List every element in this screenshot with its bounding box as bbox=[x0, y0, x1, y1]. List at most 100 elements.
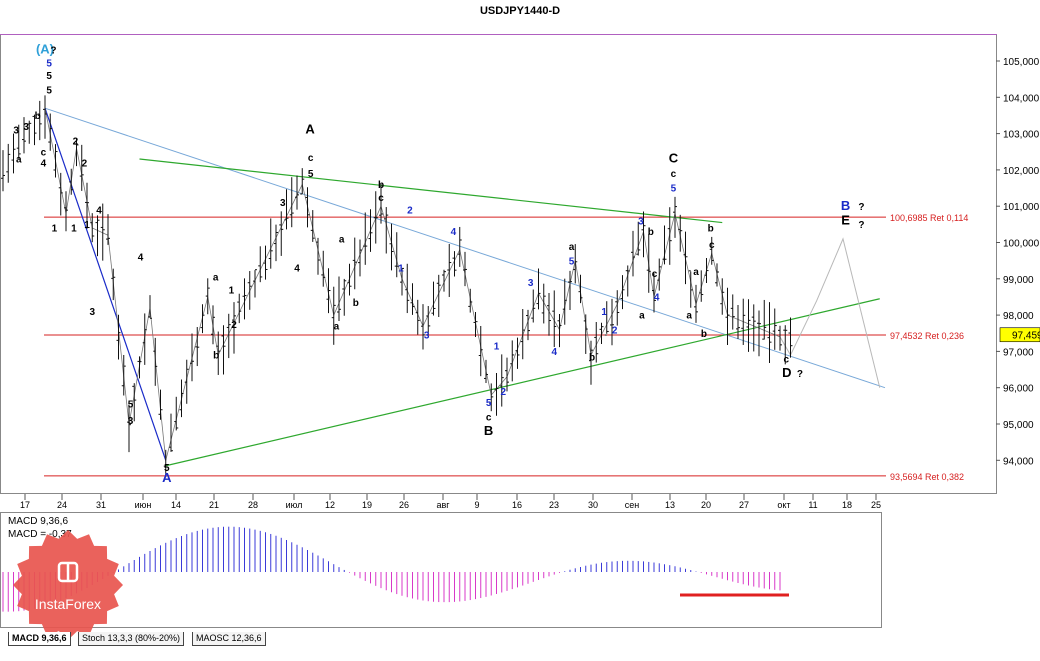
y-tick-label: 95,000 bbox=[1003, 420, 1034, 431]
wave-label: 2 bbox=[612, 325, 618, 336]
wave-label: 3 bbox=[13, 126, 19, 137]
wave-label: a bbox=[569, 242, 575, 253]
wave-label: a bbox=[334, 322, 340, 333]
wave-label: 2 bbox=[407, 205, 413, 216]
wave-label: ? bbox=[858, 220, 864, 231]
wave-label: 5 bbox=[486, 398, 492, 409]
wave-label: D bbox=[782, 365, 791, 380]
x-tick-label: 26 bbox=[399, 500, 409, 510]
ohlc-bars bbox=[1, 95, 793, 478]
y-tick-label: 102,000 bbox=[1003, 166, 1040, 177]
wave-label: 3 bbox=[89, 307, 95, 318]
macd-title: MACD 9,36,6 bbox=[8, 516, 68, 527]
wave-label: 4 bbox=[294, 264, 300, 275]
wave-label: b bbox=[589, 352, 595, 363]
wave-label: b bbox=[378, 180, 384, 191]
tab-stoch[interactable]: Stoch 13,3,3 (80%-20%) bbox=[78, 632, 185, 646]
x-tick-label: 12 bbox=[325, 500, 335, 510]
wave-label: c bbox=[709, 240, 715, 251]
y-tick-label: 98,000 bbox=[1003, 311, 1034, 322]
x-tick-label: июл bbox=[286, 500, 303, 510]
y-tick-label: 99,000 bbox=[1003, 275, 1034, 286]
x-tick-label: 27 bbox=[739, 500, 749, 510]
main-plot-frame bbox=[0, 34, 997, 494]
ret-level-label: 100,6985 Ret 0,114 bbox=[890, 213, 968, 223]
wave-label: 1 bbox=[71, 224, 77, 235]
x-tick-label: 14 bbox=[171, 500, 181, 510]
wave-label: (A) bbox=[36, 42, 54, 57]
wave-label: 3 bbox=[528, 278, 534, 289]
wave-label: 4 bbox=[451, 227, 457, 238]
ret-level-label: 97,4532 Ret 0,236 bbox=[890, 331, 964, 341]
wave-line-blue bbox=[44, 107, 167, 461]
wave-label: b bbox=[213, 351, 219, 362]
y-tick-label: 105,000 bbox=[1003, 57, 1040, 68]
projection-line bbox=[779, 237, 881, 388]
wave-label: B bbox=[841, 198, 850, 213]
x-tick-label: 13 bbox=[665, 500, 675, 510]
wave-label: 3 bbox=[424, 331, 430, 342]
tab-maosc[interactable]: MAOSC 12,36,6 bbox=[192, 632, 266, 646]
chart-title: USDJPY1440-D bbox=[480, 5, 560, 17]
wave-label: 5 bbox=[671, 184, 677, 195]
y-tick-label: 94,000 bbox=[1003, 456, 1034, 467]
tab-macd[interactable]: MACD 9,36,6 bbox=[8, 632, 71, 646]
wave-label: 5 bbox=[569, 256, 575, 267]
x-tick-label: 19 bbox=[362, 500, 372, 510]
x-tick-label: 16 bbox=[512, 500, 522, 510]
wave-label: 4 bbox=[138, 253, 144, 264]
x-tick-label: 21 bbox=[209, 500, 219, 510]
wave-label: 5 bbox=[308, 169, 314, 180]
wave-label: E bbox=[841, 212, 850, 227]
y-tick-label: 96,000 bbox=[1003, 384, 1034, 395]
wave-label: 2 bbox=[73, 136, 79, 147]
wave-label: c bbox=[652, 269, 658, 280]
x-tick-label: 24 bbox=[57, 500, 67, 510]
wave-label: a bbox=[639, 311, 645, 322]
wave-label: 3 bbox=[638, 216, 644, 227]
wave-label: 3 bbox=[280, 198, 286, 209]
wave-label: A bbox=[162, 470, 172, 485]
wave-label: b bbox=[35, 111, 41, 122]
wave-label: c bbox=[486, 412, 492, 423]
y-tick-label: 97,000 bbox=[1003, 347, 1034, 358]
wave-label: 4 bbox=[96, 205, 102, 216]
y-tick-label: 103,000 bbox=[1003, 130, 1040, 141]
wave-label: 5 bbox=[46, 71, 52, 82]
y-tick-label: 104,000 bbox=[1003, 93, 1040, 104]
wave-label: 5 bbox=[46, 58, 52, 69]
trend-line-green-lower bbox=[165, 298, 880, 467]
wave-label: 4 bbox=[654, 293, 660, 304]
trend-line-green-upper bbox=[139, 158, 723, 224]
wave-label: b bbox=[701, 329, 707, 340]
wave-label: 3 bbox=[128, 416, 134, 427]
current-price-label: 97,4590 bbox=[1012, 331, 1040, 342]
macd-value: MACD = -0,37 bbox=[8, 529, 72, 540]
x-tick-label: 9 bbox=[474, 500, 479, 510]
y-tick-label: 100,000 bbox=[1003, 239, 1040, 250]
x-tick-label: 31 bbox=[96, 500, 106, 510]
wave-label: 1 bbox=[52, 224, 58, 235]
x-tick-label: июн bbox=[135, 500, 152, 510]
wave-label: 4 bbox=[41, 158, 47, 169]
x-tick-label: 30 bbox=[588, 500, 598, 510]
wave-line-gray bbox=[44, 108, 781, 461]
wave-label: c bbox=[41, 147, 47, 158]
x-tick-label: 11 bbox=[808, 500, 817, 510]
wave-label: 2 bbox=[82, 158, 88, 169]
wave-label: 4 bbox=[551, 347, 557, 358]
wave-label: 1 bbox=[84, 220, 90, 231]
wave-label: a bbox=[339, 235, 345, 246]
wave-label: b bbox=[353, 298, 359, 309]
ret-level-label: 93,5694 Ret 0,382 bbox=[890, 472, 964, 482]
logo-text: InstaForex bbox=[35, 596, 101, 612]
wave-label: a bbox=[693, 267, 699, 278]
wave-label: a bbox=[686, 311, 692, 322]
wave-label: 1 bbox=[398, 264, 404, 275]
x-tick-label: 28 bbox=[248, 500, 258, 510]
wave-label: b bbox=[648, 227, 654, 238]
wave-label: 1 bbox=[494, 342, 500, 353]
x-tick-label: 23 bbox=[549, 500, 559, 510]
